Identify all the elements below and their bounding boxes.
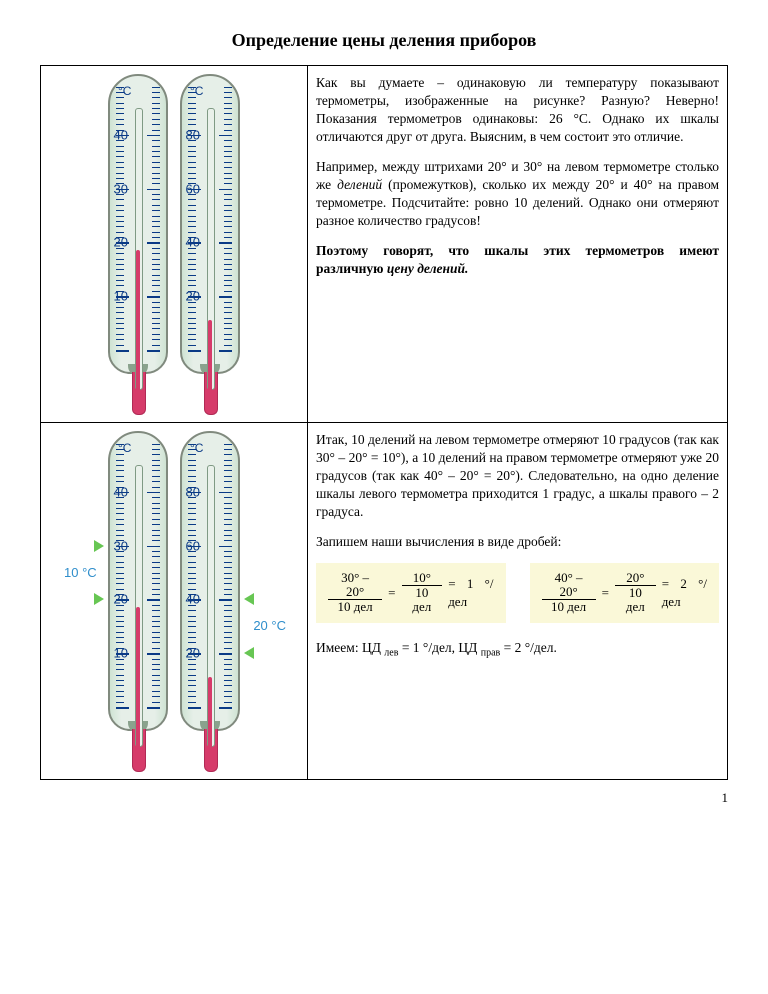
content-table: °C10203040°C20406080 Как вы думаете – од…	[40, 65, 728, 780]
marker-arrow	[94, 593, 104, 605]
r2-p1: Итак, 10 делений на левом термометре отм…	[316, 431, 719, 521]
r2-p3: Имеем: ЦД лев = 1 °/дел, ЦД прав = 2 °/д…	[316, 639, 719, 660]
r1-p3: Поэтому говорят, что шкалы этих термомет…	[316, 242, 719, 278]
marker-arrow	[94, 540, 104, 552]
marker-arrow	[244, 647, 254, 659]
marker-arrow	[244, 593, 254, 605]
figure-cell-1: °C10203040°C20406080	[41, 66, 308, 423]
r1-p2: Например, между штрихами 20° и 30° на ле…	[316, 158, 719, 230]
thermometer: °C20406080	[180, 74, 240, 414]
formula-box-1: 30° – 20°10 дел = 10°10 дел = 1 °/дел	[316, 563, 506, 623]
formula-row: 30° – 20°10 дел = 10°10 дел = 1 °/дел 40…	[316, 563, 719, 623]
thermometer: °C10203040	[108, 431, 168, 771]
page-number: 1	[40, 790, 728, 806]
thermometer: °C10203040	[108, 74, 168, 414]
thermometer: °C20406080	[180, 431, 240, 771]
figure-cell-2: °C10203040 10 °С °C20406080 20 °С	[41, 423, 308, 780]
r2-p2: Запишем наши вычисления в виде дробей:	[316, 533, 719, 551]
range-label-left: 10 °С	[64, 565, 97, 580]
page-title: Определение цены деления приборов	[40, 30, 728, 51]
range-label-right: 20 °С	[253, 618, 286, 633]
text-cell-2: Итак, 10 делений на левом термометре отм…	[308, 423, 728, 780]
r1-p1: Как вы думаете – одинаковую ли температу…	[316, 74, 719, 146]
formula-box-2: 40° – 20°10 дел = 20°10 дел = 2 °/дел	[530, 563, 720, 623]
text-cell-1: Как вы думаете – одинаковую ли температу…	[308, 66, 728, 423]
